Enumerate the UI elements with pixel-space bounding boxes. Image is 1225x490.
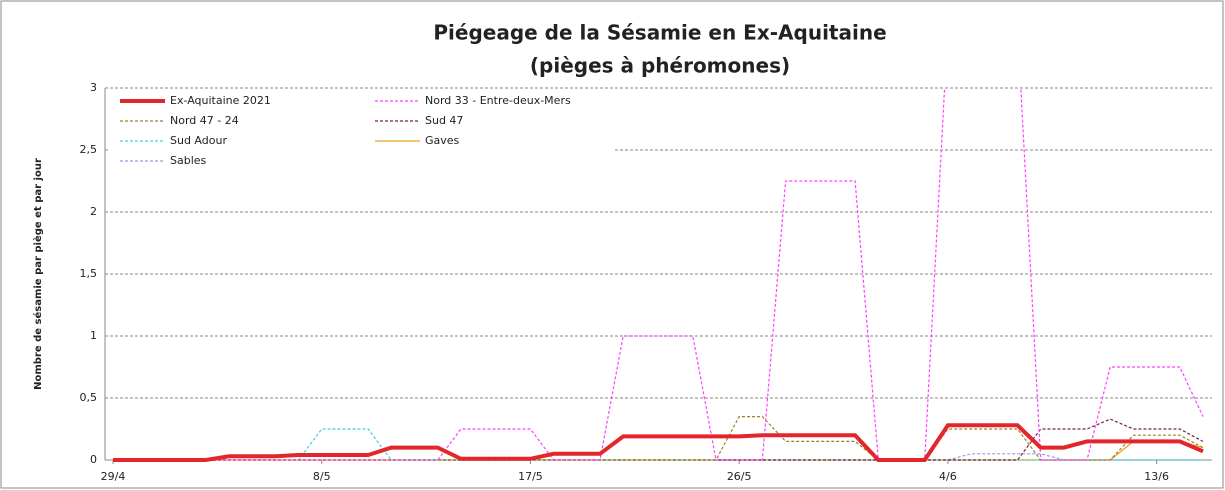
series-line (113, 423, 1204, 462)
legend-box (110, 90, 615, 172)
x-tick-label: 17/5 (518, 470, 543, 483)
legend-label: Nord 33 - Entre-deux-Mers (425, 94, 571, 107)
y-tick-label: 2,5 (80, 143, 98, 156)
x-tick-label: 4/6 (939, 470, 957, 483)
y-tick-label: 1,5 (80, 267, 98, 280)
x-tick-label: 26/5 (727, 470, 752, 483)
legend: Ex-Aquitaine 2021 Nord 33 - Entre-deux-Me… (110, 90, 615, 172)
y-tick-label: 1 (90, 329, 97, 342)
y-tick-label: 0 (90, 453, 97, 466)
legend-label: Sables (170, 154, 207, 167)
legend-label: Sud Adour (170, 134, 227, 147)
chart-title: Piégeage de la Sésamie en Ex-Aquitaine (433, 21, 886, 45)
legend-label: Sud 47 (425, 114, 463, 127)
x-tick-label: 8/5 (313, 470, 331, 483)
x-tick-label: 29/4 (101, 470, 126, 483)
y-tick-label: 3 (90, 81, 97, 94)
series-line (113, 88, 1204, 461)
legend-label: Nord 47 - 24 (170, 114, 239, 127)
y-tick-label: 0,5 (80, 391, 98, 404)
y-tick-label: 2 (90, 205, 97, 218)
legend-label: Gaves (425, 134, 460, 147)
y-axis-label: Nombre de sésamie par piège et par jour (32, 158, 44, 390)
legend-label: Ex-Aquitaine 2021 (170, 94, 271, 107)
series-layer (113, 88, 1204, 462)
chart-subtitle: (pièges à phéromones) (530, 54, 790, 78)
x-tick-label: 13/6 (1144, 470, 1169, 483)
